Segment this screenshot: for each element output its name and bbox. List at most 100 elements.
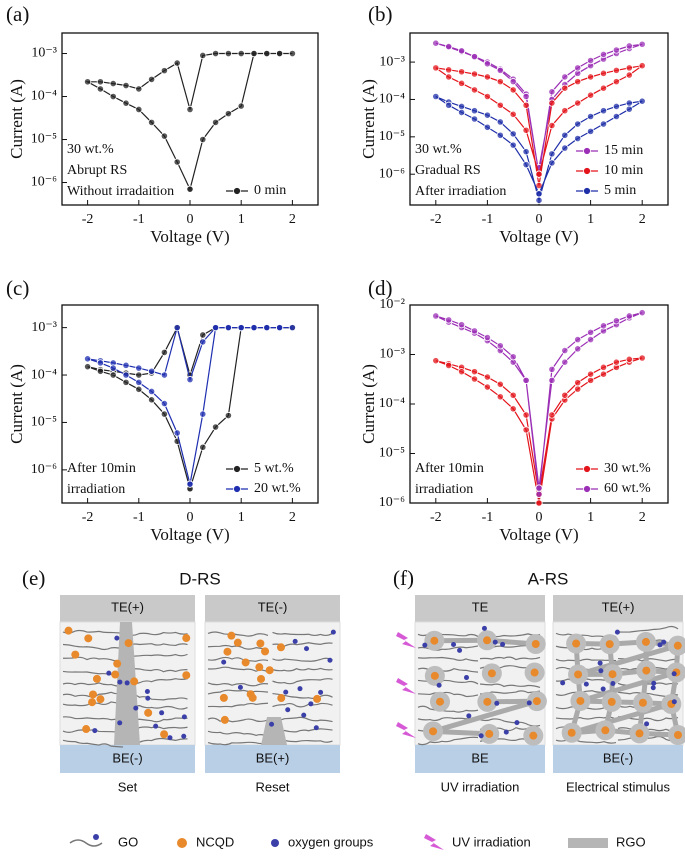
data-point bbox=[135, 85, 143, 93]
go-sheet bbox=[417, 717, 479, 722]
go-sheet bbox=[207, 666, 269, 673]
data-point bbox=[599, 322, 608, 330]
data-point bbox=[432, 357, 440, 365]
data-point bbox=[612, 66, 621, 74]
ncqd bbox=[89, 690, 98, 699]
data-point bbox=[173, 59, 181, 67]
go-sheet bbox=[479, 718, 541, 727]
go-sheet bbox=[417, 736, 479, 746]
data-point bbox=[509, 405, 517, 413]
data-point bbox=[612, 46, 621, 54]
data-point bbox=[625, 99, 633, 107]
data-point bbox=[483, 111, 491, 119]
uv-icon bbox=[424, 834, 444, 850]
data-point bbox=[457, 68, 466, 76]
oxygen-group bbox=[318, 689, 324, 695]
x-tick-label: -2 bbox=[430, 510, 442, 525]
oxygen-group bbox=[661, 639, 667, 645]
data-point bbox=[586, 328, 595, 336]
data-point bbox=[224, 324, 232, 332]
data-point bbox=[483, 60, 491, 68]
oxygen-group bbox=[560, 680, 566, 686]
go-sheet bbox=[207, 717, 269, 723]
y-tick-label: 10⁻⁶ bbox=[379, 495, 405, 510]
bottom-electrode bbox=[553, 745, 683, 773]
oxygen-group bbox=[457, 647, 463, 653]
ncqd bbox=[113, 659, 122, 668]
data-point bbox=[561, 346, 569, 355]
data-point bbox=[509, 86, 517, 94]
go-sheet bbox=[417, 705, 479, 713]
oxygen-group bbox=[283, 689, 289, 695]
legend-label: 5 wt.% bbox=[254, 461, 294, 476]
legend-label: 5 min bbox=[604, 183, 636, 198]
oxygen-group bbox=[297, 686, 303, 692]
oxygen-group bbox=[671, 699, 677, 705]
legend-oxygen bbox=[271, 839, 279, 847]
annotation: After 10min bbox=[67, 461, 136, 476]
data-point bbox=[109, 92, 117, 101]
data-point bbox=[263, 324, 271, 332]
go-sheet bbox=[479, 656, 541, 661]
data-point bbox=[535, 490, 543, 498]
uv-icon bbox=[396, 678, 416, 694]
ncqd bbox=[430, 636, 439, 645]
oxygen-group bbox=[651, 680, 657, 686]
data-point bbox=[212, 49, 220, 58]
ncqd bbox=[487, 669, 496, 678]
oxygen-group bbox=[153, 723, 159, 729]
data-point bbox=[199, 443, 207, 451]
go-sheet bbox=[62, 643, 124, 651]
data-point bbox=[586, 73, 595, 81]
data-point bbox=[173, 324, 181, 332]
data-point bbox=[470, 327, 479, 335]
oxygen-group bbox=[292, 638, 298, 644]
oxygen-group bbox=[117, 720, 123, 726]
ncqd bbox=[92, 674, 101, 683]
data-point bbox=[548, 365, 556, 374]
ncqd bbox=[572, 639, 581, 648]
data-point bbox=[561, 391, 569, 399]
go-sheet bbox=[617, 625, 679, 633]
go-sheet bbox=[272, 657, 333, 662]
ncqd bbox=[673, 641, 682, 650]
ncqd bbox=[227, 631, 236, 640]
ncqd bbox=[255, 663, 264, 672]
data-point bbox=[250, 49, 258, 58]
data-point bbox=[638, 40, 646, 48]
data-point bbox=[586, 56, 595, 65]
oxygen-group bbox=[308, 701, 314, 707]
legend-label: 0 min bbox=[254, 183, 286, 198]
data-point bbox=[638, 97, 646, 105]
y-tick-label: 10⁻⁴ bbox=[379, 396, 405, 411]
go-sheet bbox=[272, 678, 333, 685]
data-point bbox=[186, 185, 194, 193]
data-point bbox=[96, 85, 105, 93]
cell-caption: UV irradiation bbox=[441, 779, 520, 794]
go-sheet bbox=[62, 629, 124, 634]
go-sheet bbox=[417, 656, 479, 662]
go-sheet bbox=[62, 716, 124, 721]
data-point bbox=[186, 376, 194, 384]
data-point bbox=[263, 49, 271, 58]
legend-label: 15 min bbox=[604, 143, 643, 158]
ncqd bbox=[576, 696, 585, 705]
ncqd bbox=[82, 725, 91, 734]
oxygen-group bbox=[167, 735, 173, 741]
oxygen-group bbox=[600, 686, 606, 692]
data-point bbox=[625, 355, 633, 363]
x-axis-label: Voltage (V) bbox=[150, 227, 229, 246]
x-tick-label: 1 bbox=[238, 212, 245, 227]
data-point bbox=[561, 358, 569, 366]
go-sheet bbox=[207, 689, 269, 695]
data-point bbox=[122, 361, 130, 369]
legend-marker bbox=[233, 465, 241, 473]
oxygen-group bbox=[494, 700, 500, 706]
data-point bbox=[224, 49, 232, 58]
data-point bbox=[84, 363, 92, 371]
x-axis-label: Voltage (V) bbox=[499, 227, 578, 246]
y-axis-label: Current (A) bbox=[359, 364, 378, 444]
annotation: Without irradaition bbox=[67, 184, 174, 199]
data-point bbox=[509, 78, 517, 86]
data-point bbox=[535, 170, 543, 178]
